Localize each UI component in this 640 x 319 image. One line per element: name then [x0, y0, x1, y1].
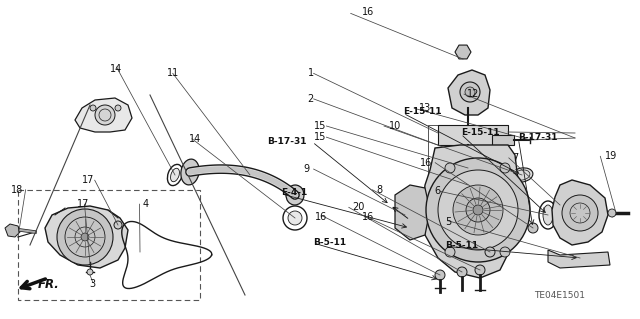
- Text: 9: 9: [303, 164, 309, 174]
- Bar: [428, 125, 508, 210]
- Text: 8: 8: [376, 185, 383, 195]
- Text: E-15-11: E-15-11: [403, 107, 442, 116]
- Circle shape: [81, 233, 89, 241]
- Circle shape: [95, 105, 115, 125]
- Text: 19: 19: [605, 151, 617, 161]
- Text: TE04E1501: TE04E1501: [534, 291, 586, 300]
- Text: 11: 11: [166, 68, 179, 78]
- Ellipse shape: [463, 165, 473, 171]
- Bar: [492, 135, 514, 145]
- Bar: [18, 190, 200, 300]
- Text: 5: 5: [445, 217, 451, 227]
- Text: 14: 14: [110, 63, 123, 74]
- Polygon shape: [45, 206, 128, 268]
- Text: 12: 12: [467, 89, 479, 99]
- Text: 4: 4: [142, 199, 148, 209]
- Text: B-5-11: B-5-11: [314, 238, 347, 247]
- Text: 14: 14: [189, 134, 202, 144]
- Text: 18: 18: [11, 185, 24, 195]
- Polygon shape: [552, 180, 608, 245]
- Text: 15: 15: [314, 132, 326, 142]
- Text: E-4-1: E-4-1: [282, 189, 308, 197]
- Circle shape: [485, 247, 495, 257]
- Circle shape: [115, 105, 121, 111]
- Text: B-17-31: B-17-31: [518, 133, 558, 142]
- Polygon shape: [448, 70, 490, 115]
- Text: 10: 10: [388, 121, 401, 131]
- Circle shape: [473, 205, 483, 215]
- Text: 16: 16: [362, 7, 374, 17]
- Text: 20: 20: [352, 202, 364, 212]
- Circle shape: [445, 247, 455, 257]
- Text: 16: 16: [315, 212, 328, 222]
- Circle shape: [465, 87, 475, 97]
- Polygon shape: [5, 224, 20, 237]
- Circle shape: [562, 195, 598, 231]
- Circle shape: [438, 170, 518, 250]
- Circle shape: [87, 269, 93, 275]
- Ellipse shape: [403, 189, 417, 211]
- Circle shape: [608, 209, 616, 217]
- Polygon shape: [438, 125, 508, 145]
- Circle shape: [466, 198, 490, 222]
- Circle shape: [475, 265, 485, 275]
- Text: 17: 17: [83, 175, 95, 185]
- Circle shape: [57, 209, 113, 265]
- Circle shape: [500, 163, 510, 173]
- Ellipse shape: [286, 185, 304, 205]
- Polygon shape: [395, 185, 430, 240]
- Text: E-15-11: E-15-11: [461, 128, 499, 137]
- Text: B-5-11: B-5-11: [445, 241, 478, 250]
- Text: 17: 17: [77, 199, 90, 209]
- Text: 2: 2: [307, 94, 314, 104]
- Polygon shape: [548, 250, 610, 268]
- Text: 16: 16: [420, 158, 432, 168]
- Circle shape: [457, 267, 467, 277]
- Text: 16: 16: [362, 212, 374, 222]
- Ellipse shape: [403, 219, 417, 237]
- Text: 6: 6: [434, 186, 440, 197]
- Circle shape: [445, 163, 455, 173]
- Circle shape: [288, 211, 302, 225]
- Circle shape: [114, 221, 122, 229]
- Circle shape: [460, 82, 480, 102]
- Ellipse shape: [181, 159, 199, 185]
- Ellipse shape: [463, 182, 473, 188]
- Polygon shape: [75, 98, 132, 132]
- Ellipse shape: [543, 205, 553, 225]
- Ellipse shape: [511, 168, 533, 182]
- Text: 3: 3: [90, 279, 96, 289]
- Polygon shape: [422, 145, 518, 278]
- Text: 1: 1: [307, 68, 314, 78]
- Circle shape: [426, 158, 530, 262]
- Circle shape: [500, 247, 510, 257]
- Text: 7: 7: [512, 153, 518, 163]
- Text: 15: 15: [314, 121, 326, 131]
- Circle shape: [90, 105, 96, 111]
- Circle shape: [528, 223, 538, 233]
- Text: B-17-31: B-17-31: [268, 137, 307, 146]
- Circle shape: [435, 270, 445, 280]
- Ellipse shape: [170, 168, 179, 182]
- Text: 13: 13: [419, 103, 431, 114]
- Polygon shape: [455, 45, 471, 59]
- Circle shape: [453, 185, 503, 235]
- Text: FR.: FR.: [38, 278, 60, 291]
